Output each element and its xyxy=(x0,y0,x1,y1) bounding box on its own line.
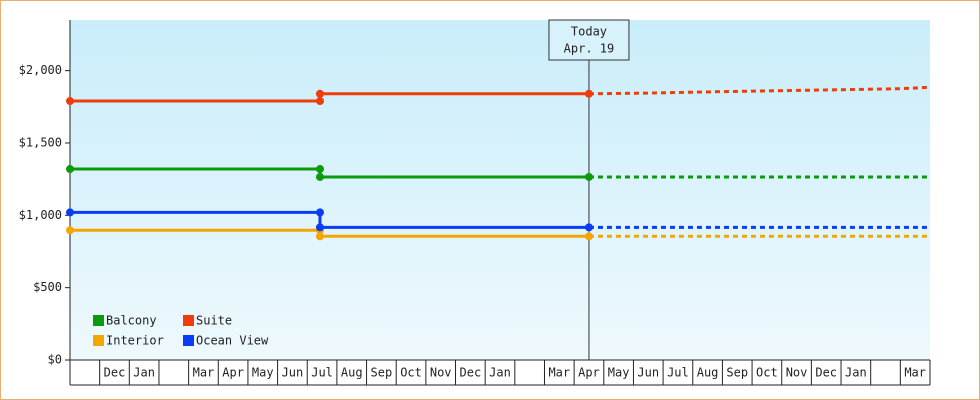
x-tick-label: Aug xyxy=(341,366,363,380)
legend-label: Balcony xyxy=(106,314,157,328)
price-line xyxy=(70,210,589,229)
x-tick-label: Nov xyxy=(786,366,808,380)
price-point xyxy=(66,226,74,235)
legend-swatch xyxy=(183,315,194,326)
x-tick-label: Dec xyxy=(104,366,126,380)
price-point xyxy=(315,208,324,217)
y-tick-label: $1,000 xyxy=(19,208,62,222)
x-tick-label: Apr xyxy=(578,366,600,380)
x-tick-label: Jan xyxy=(845,366,867,380)
x-tick-label: Aug xyxy=(697,366,719,380)
x-tick-label: Jan xyxy=(133,366,155,380)
annotation: Apr. 19 xyxy=(564,42,615,56)
price-point xyxy=(584,172,593,181)
price-point xyxy=(315,97,324,106)
y-tick-label: $2,000 xyxy=(19,63,62,77)
x-tick-label: Mar xyxy=(548,366,570,380)
x-tick-label: May xyxy=(608,366,630,380)
y-tick-label: $500 xyxy=(33,280,62,294)
legend-swatch xyxy=(93,335,104,346)
x-tick-label: Jun xyxy=(282,366,304,380)
legend-label: Suite xyxy=(196,314,232,328)
x-tick-label: Dec xyxy=(815,366,837,380)
annotation: Today xyxy=(571,25,607,39)
legend-label: Ocean View xyxy=(196,334,269,348)
price-point xyxy=(315,165,324,174)
legend-label: Interior xyxy=(106,334,164,348)
price-point xyxy=(315,232,324,241)
price-point xyxy=(584,89,593,98)
x-tick-label: Nov xyxy=(430,366,452,380)
price-point xyxy=(66,165,74,174)
x-tick-label: Sep xyxy=(371,366,393,380)
price-point xyxy=(66,97,74,106)
x-tick-label: Apr xyxy=(222,366,244,380)
x-tick-label: Dec xyxy=(460,366,482,380)
y-tick-label: $0 xyxy=(48,353,62,367)
legend-swatch xyxy=(93,315,104,326)
x-tick-label: Sep xyxy=(726,366,748,380)
x-tick-label: Oct xyxy=(756,366,778,380)
y-tick-label: $1,500 xyxy=(19,135,62,149)
forecast-line xyxy=(588,85,931,96)
legend-swatch xyxy=(183,335,194,346)
today-box xyxy=(548,19,630,61)
price-point xyxy=(315,89,324,98)
x-tick-label: Jul xyxy=(311,366,333,380)
x-tick-label: Jan xyxy=(489,366,511,380)
plot-area xyxy=(70,20,930,360)
price-point xyxy=(315,172,324,181)
x-tick-label: Mar xyxy=(193,366,215,380)
x-tick-label: Jul xyxy=(667,366,689,380)
price-point xyxy=(66,208,74,217)
x-tick-label: May xyxy=(252,366,274,380)
x-tick-label: Jun xyxy=(637,366,659,380)
price-point xyxy=(315,223,324,232)
price-point xyxy=(584,232,593,241)
x-tick-label: Mar xyxy=(904,366,926,380)
price-point xyxy=(584,223,593,232)
x-tick-label: Oct xyxy=(400,366,422,380)
